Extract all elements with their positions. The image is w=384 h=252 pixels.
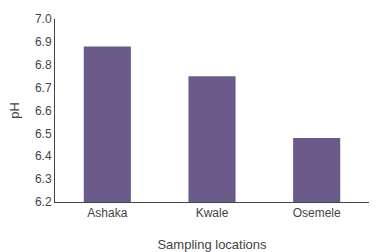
svg-text:6.9: 6.9 xyxy=(35,35,52,49)
svg-text:6.8: 6.8 xyxy=(35,58,52,72)
svg-text:6.7: 6.7 xyxy=(35,81,52,95)
svg-text:6.3: 6.3 xyxy=(35,172,52,186)
svg-text:Sampling locations: Sampling locations xyxy=(157,237,267,252)
svg-text:6.2: 6.2 xyxy=(35,195,52,209)
svg-text:6.6: 6.6 xyxy=(35,104,52,118)
svg-text:Ashaka: Ashaka xyxy=(87,206,127,220)
svg-text:6.4: 6.4 xyxy=(35,149,52,163)
svg-text:7.0: 7.0 xyxy=(35,12,52,26)
svg-text:pH: pH xyxy=(7,102,22,119)
svg-text:Kwale: Kwale xyxy=(196,206,229,220)
svg-text:6.5: 6.5 xyxy=(35,127,52,141)
svg-text:Osemele: Osemele xyxy=(293,206,341,220)
